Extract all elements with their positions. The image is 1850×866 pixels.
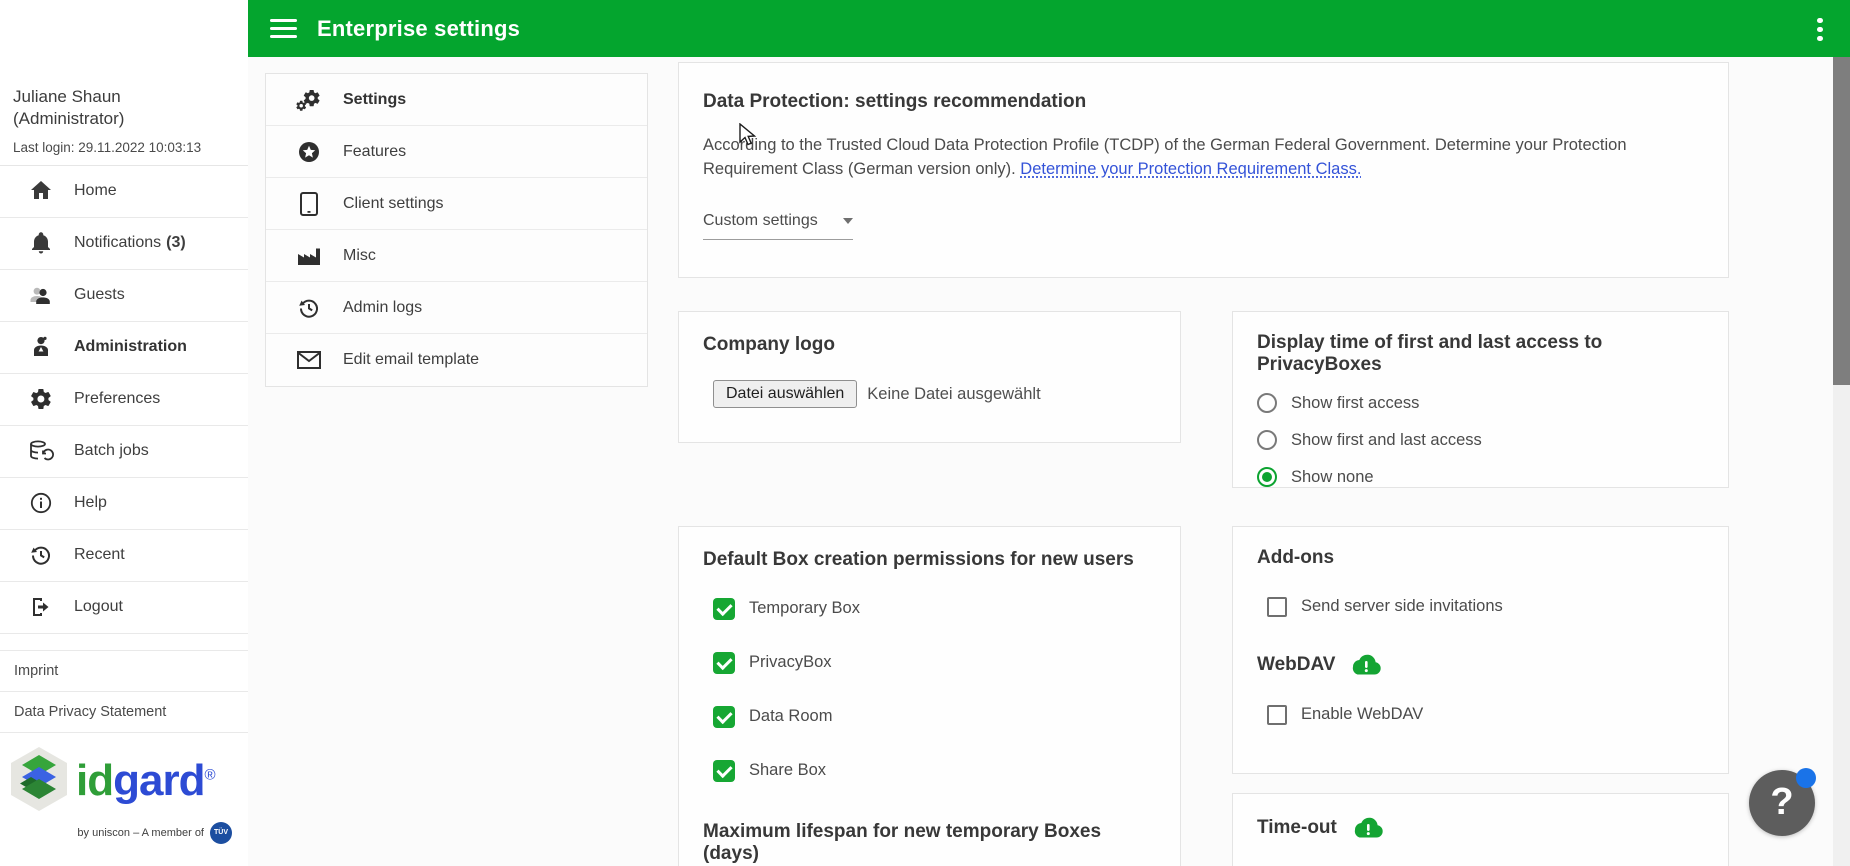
bell-icon xyxy=(28,230,54,256)
tab-client-settings[interactable]: Client settings xyxy=(266,178,647,230)
tablet-icon xyxy=(296,191,322,217)
info-circle-icon xyxy=(28,490,54,516)
sidebar: Juliane Shaun (Administrator) Last login… xyxy=(0,0,248,866)
radio-show-first-and-last-access[interactable]: Show first and last access xyxy=(1257,430,1704,450)
checkbox-icon xyxy=(713,597,735,620)
data-privacy-link[interactable]: Data Privacy Statement xyxy=(0,692,248,733)
uniscon-tagline: by uniscon – A member of xyxy=(77,826,204,839)
home-icon xyxy=(28,178,54,204)
kebab-menu-icon[interactable] xyxy=(1810,14,1830,45)
addons-title: Add-ons xyxy=(1257,547,1335,568)
notification-dot-badge xyxy=(1796,768,1816,788)
sidebar-divider xyxy=(0,634,248,651)
history-icon xyxy=(296,296,322,320)
selected-protection-profile: Custom settings xyxy=(703,211,818,229)
tab-edit-email-template[interactable]: Edit email template xyxy=(266,334,647,386)
idgard-wordmark: idgard® xyxy=(76,756,216,806)
tab-admin-logs[interactable]: Admin logs xyxy=(266,282,647,334)
sidebar-item-notifications[interactable]: Notifications (3) xyxy=(0,218,248,270)
radio-icon xyxy=(1257,467,1277,487)
radio-show-none[interactable]: Show none xyxy=(1257,467,1704,487)
file-status-text: Keine Datei ausgewählt xyxy=(867,384,1041,403)
timeout-card: Time-out xyxy=(1232,793,1729,866)
timeout-heading: Time-out xyxy=(1257,816,1704,840)
tab-misc[interactable]: Misc xyxy=(266,230,647,282)
imprint-link[interactable]: Imprint xyxy=(0,651,248,692)
radio-show-first-access[interactable]: Show first access xyxy=(1257,393,1704,413)
protection-class-link[interactable]: Determine your Protection Requirement Cl… xyxy=(1020,159,1362,178)
tab-features[interactable]: Features xyxy=(266,126,647,178)
main-content: Settings Features Client settings Misc xyxy=(248,57,1833,866)
data-protection-title: Data Protection: settings recommendation xyxy=(703,91,1087,112)
appbar: Enterprise settings xyxy=(248,0,1850,57)
checkbox-icon xyxy=(713,759,735,782)
idgard-hexagon-icon xyxy=(8,745,70,818)
choose-file-button[interactable]: Datei auswählen xyxy=(713,380,858,408)
radio-icon xyxy=(1257,393,1277,413)
protection-profile-select[interactable]: Custom settings xyxy=(703,212,853,240)
checkbox-icon xyxy=(713,651,735,674)
checkbox-icon xyxy=(1267,704,1287,725)
factory-icon xyxy=(296,244,322,268)
data-protection-card: Data Protection: settings recommendation… xyxy=(678,62,1729,278)
sidebar-item-recent[interactable]: Recent xyxy=(0,530,248,582)
sidebar-item-home[interactable]: Home xyxy=(0,166,248,218)
checkbox-send-server-side-invitations[interactable]: Send server side invitations xyxy=(1267,590,1704,623)
sidebar-nav: Home Notifications (3) Guests Administra… xyxy=(0,166,248,634)
webdav-heading: WebDAV xyxy=(1257,653,1704,677)
idgard-logo: idgard® by uniscon – A member of TÜV xyxy=(0,733,248,844)
company-logo-card: Company logo Datei auswählen Keine Datei… xyxy=(678,311,1181,443)
admin-person-icon xyxy=(28,334,54,360)
checkbox-enable-webdav[interactable]: Enable WebDAV xyxy=(1267,698,1704,731)
sidebar-item-batch-jobs[interactable]: Batch jobs xyxy=(0,426,248,478)
hamburger-menu-icon[interactable] xyxy=(270,14,297,43)
checkbox-icon xyxy=(713,705,735,728)
checkbox-temporary-box[interactable]: Temporary Box xyxy=(713,592,1156,625)
checkbox-share-box[interactable]: Share Box xyxy=(713,754,1156,787)
display-time-title: Display time of first and last access to… xyxy=(1257,332,1603,375)
user-name: Juliane Shaun (Administrator) xyxy=(13,87,125,129)
tab-settings[interactable]: Settings xyxy=(266,74,647,126)
history-icon xyxy=(28,542,54,568)
tuv-badge-icon: TÜV xyxy=(210,821,232,844)
checkbox-privacybox[interactable]: PrivacyBox xyxy=(713,646,1156,679)
sidebar-item-logout[interactable]: Logout xyxy=(0,582,248,634)
sidebar-item-preferences[interactable]: Preferences xyxy=(0,374,248,426)
page-title: Enterprise settings xyxy=(317,15,521,41)
display-time-card: Display time of first and last access to… xyxy=(1232,311,1729,488)
scrollbar-thumb[interactable] xyxy=(1833,57,1850,385)
gear-icon xyxy=(28,386,54,412)
box-permissions-title: Default Box creation permissions for new… xyxy=(703,549,1134,570)
cloud-alert-icon xyxy=(1351,816,1385,840)
envelope-icon xyxy=(296,349,322,371)
sidebar-logo-placeholder xyxy=(0,0,248,86)
last-login: Last login: 29.11.2022 10:03:13 xyxy=(13,139,202,155)
vertical-scrollbar[interactable] xyxy=(1833,57,1850,866)
addons-card: Add-ons Send server side invitations Web… xyxy=(1232,526,1729,774)
radio-icon xyxy=(1257,430,1277,450)
company-logo-title: Company logo xyxy=(703,334,835,355)
checkbox-icon xyxy=(1267,596,1287,617)
chevron-down-icon xyxy=(843,217,853,224)
settings-submenu: Settings Features Client settings Misc xyxy=(265,73,648,387)
sidebar-item-administration[interactable]: Administration xyxy=(0,322,248,374)
question-mark-icon: ? xyxy=(1770,781,1794,823)
user-block: Juliane Shaun (Administrator) Last login… xyxy=(0,86,248,166)
cloud-alert-icon xyxy=(1349,653,1383,677)
star-circle-icon xyxy=(296,140,322,164)
sidebar-item-help[interactable]: Help xyxy=(0,478,248,530)
help-button[interactable]: ? xyxy=(1749,768,1816,836)
sidebar-item-guests[interactable]: Guests xyxy=(0,270,248,322)
data-protection-text: According to the Trusted Cloud Data Prot… xyxy=(703,136,1627,178)
batch-database-icon xyxy=(28,438,54,464)
guests-icon xyxy=(28,282,54,308)
logout-icon xyxy=(28,594,54,620)
notification-count: (3) xyxy=(166,234,186,252)
box-permissions-card: Default Box creation permissions for new… xyxy=(678,526,1181,866)
max-lifespan-heading: Maximum lifespan for new temporary Boxes… xyxy=(703,821,1102,864)
gears-icon xyxy=(296,87,322,113)
checkbox-data-room[interactable]: Data Room xyxy=(713,700,1156,733)
